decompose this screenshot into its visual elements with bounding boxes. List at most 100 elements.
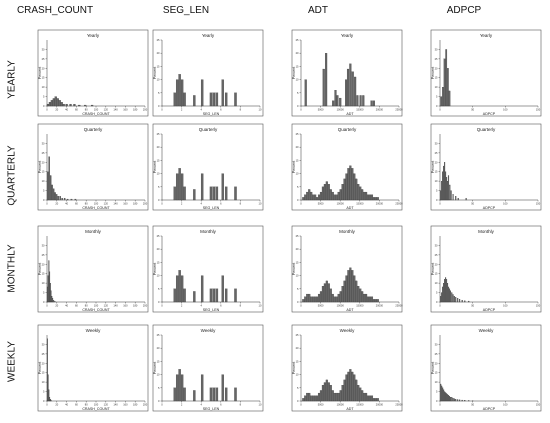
histogram-bar	[183, 186, 186, 201]
histogram-bar	[183, 288, 186, 303]
histogram-bar	[215, 387, 219, 402]
x-tick-label: 80	[85, 108, 88, 112]
y-tick-label: 0	[297, 399, 299, 403]
x-axis-label: CRASH_COUNT	[82, 206, 110, 210]
panel-weekly-adpcp: Weekly 0 50 100 150 0 5 10 15 20 25 30 ADPCP Percent	[430, 324, 542, 412]
y-tick-label: 15	[42, 371, 45, 375]
y-tick-label: 25	[157, 234, 160, 238]
histogram-bar	[372, 299, 375, 303]
histogram-bar	[334, 90, 337, 107]
histogram-bar	[453, 296, 455, 303]
histogram-bar	[215, 288, 219, 303]
histogram-bar	[327, 184, 330, 201]
histogram-bar	[178, 74, 181, 107]
histogram-bar	[200, 173, 204, 201]
histogram-bar	[343, 178, 346, 201]
histogram-bar	[329, 288, 332, 303]
panel-yearly-adt: Yearly 0 5000 10000 15000 20000 25000 0 5 10 15 20 2…	[291, 29, 403, 117]
y-tick-label: 30	[435, 47, 438, 51]
x-tick-label: 10000	[337, 202, 345, 206]
histogram-bar	[60, 102, 63, 107]
y-axis-label: Percent	[153, 161, 157, 173]
histogram-bar	[321, 286, 325, 303]
y-tick-label: 25	[435, 253, 438, 257]
x-axis-label: SEG_LEN	[203, 112, 220, 116]
histogram-bar	[234, 92, 237, 107]
y-tick-label: 15	[296, 158, 299, 162]
histogram-bar	[175, 275, 179, 303]
x-tick-label: 0	[439, 403, 441, 407]
x-tick-label: 2	[181, 403, 183, 407]
histogram-bar	[319, 291, 323, 303]
histogram-bar	[62, 103, 65, 107]
histogram-bar	[175, 173, 179, 201]
histogram-bar	[308, 392, 311, 402]
x-tick-label: 60	[75, 108, 78, 112]
y-tick-label: 10	[296, 172, 299, 176]
histogram-bar	[69, 103, 72, 107]
y-tick-label: 25	[296, 234, 299, 238]
x-tick-label: 20	[55, 403, 58, 407]
x-axis-label: ADPCP	[483, 112, 496, 116]
y-tick-label: 20	[42, 262, 45, 266]
panel-title: Yearly	[87, 33, 100, 38]
histogram-bar	[445, 392, 447, 402]
histogram-bar	[376, 398, 379, 402]
x-tick-label: 0	[439, 202, 441, 206]
histogram-bar	[327, 283, 330, 303]
histogram-bar	[331, 390, 334, 402]
panel-title: Monthly	[478, 229, 495, 234]
histogram-bar	[359, 387, 362, 402]
histogram-bar	[215, 92, 219, 107]
panel-weekly-seg-len: Weekly 0 2 4 6 8 10 0 5 10 15 20 25 SEG_LEN Percent	[152, 324, 264, 412]
histogram-bar	[173, 186, 176, 201]
histogram-bar	[312, 395, 315, 402]
panel-yearly-adpcp: Yearly 0 50 100 150 0 5 10 15 20 25 30 ADPCP Percent	[430, 29, 542, 117]
x-tick-label: 25000	[395, 403, 403, 407]
histogram-bar	[304, 79, 307, 107]
x-axis-label: ADT	[346, 112, 354, 116]
x-tick-label: 100	[94, 108, 99, 112]
y-tick-label: 25	[296, 132, 299, 136]
panel-monthly-adt: Monthly 0 5000 10000 15000 20000 25000 0 5 10 15 20…	[291, 225, 403, 313]
histogram-bar	[339, 97, 342, 107]
histogram-bar	[441, 385, 443, 402]
x-tick-label: 40	[65, 304, 68, 308]
y-tick-label: 20	[435, 160, 438, 164]
histogram-bar	[446, 68, 449, 107]
x-tick-label: 6	[220, 202, 222, 206]
x-axis-label: SEG_LEN	[203, 407, 220, 411]
x-tick-label: 150	[536, 202, 541, 206]
x-tick-label: 100	[503, 202, 508, 206]
histogram-bar	[347, 168, 350, 201]
histogram-bar	[363, 191, 366, 201]
y-tick-label: 0	[436, 300, 438, 304]
histogram-bar	[361, 291, 364, 303]
y-axis-label: Percent	[292, 362, 296, 374]
y-tick-label: 25	[157, 38, 160, 42]
histogram-bar	[459, 399, 461, 402]
y-tick-label: 0	[158, 104, 160, 108]
x-tick-label: 15000	[356, 202, 364, 206]
x-axis-label: SEG_LEN	[203, 308, 220, 312]
histogram-bar	[461, 399, 463, 402]
panel-title: Weekly	[86, 328, 101, 333]
y-axis-label: Percent	[292, 67, 296, 79]
x-tick-label: 0	[161, 108, 163, 112]
x-tick-label: 15000	[356, 108, 364, 112]
histogram-bar	[78, 104, 81, 107]
histogram-bar	[339, 390, 342, 402]
histogram-bar	[442, 87, 444, 107]
x-tick-label: 20	[55, 202, 58, 206]
histogram-bar	[372, 398, 375, 402]
y-axis-label: Percent	[153, 263, 157, 275]
histogram-bar	[457, 399, 459, 402]
histogram-bar	[308, 189, 311, 201]
x-tick-label: 0	[161, 403, 163, 407]
histogram-bar	[314, 395, 317, 402]
histogram-bar	[49, 397, 51, 402]
histogram-bar	[455, 297, 457, 303]
x-tick-label: 5000	[318, 403, 324, 407]
histogram-bar	[345, 374, 348, 402]
histogram-bar	[465, 197, 467, 201]
